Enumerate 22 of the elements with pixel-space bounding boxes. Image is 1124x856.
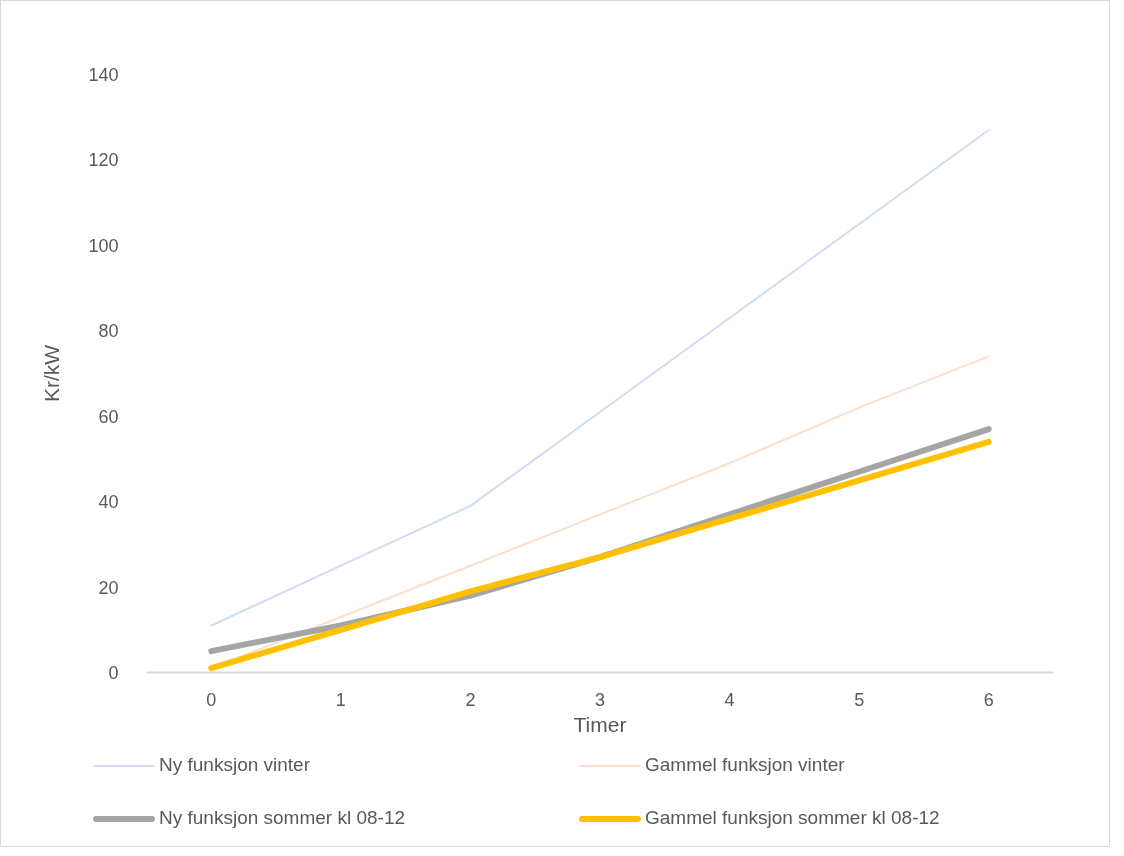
line-series (210, 129, 990, 627)
x-tick-label: 4 (724, 689, 735, 710)
x-tick-label: 2 (465, 689, 476, 710)
x-tick-label: 3 (594, 689, 606, 710)
x-tick-label: 1 (335, 689, 346, 710)
y-tick-label: 120 (88, 150, 119, 171)
x-tick-label: 0 (206, 689, 217, 710)
y-tick-label: 40 (98, 492, 119, 513)
x-tick-label: 5 (854, 689, 865, 710)
y-axis-title: Kr/kW (40, 344, 64, 403)
x-tick-label: 6 (983, 689, 994, 710)
legend-label: Ny funksjon sommer kl 08-12 (159, 807, 406, 828)
y-tick-label: 60 (98, 406, 119, 427)
y-tick-label: 80 (98, 321, 119, 342)
y-tick-label: 100 (88, 235, 119, 256)
legend-label: Ny funksjon vinter (159, 754, 311, 775)
x-axis-title: Timer (573, 712, 627, 736)
legend-label: Gammel funksjon sommer kl 08-12 (645, 807, 940, 828)
legend-label: Gammel funksjon vinter (645, 754, 845, 775)
y-tick-label: 0 (108, 663, 119, 683)
y-tick-label: 20 (98, 577, 119, 598)
y-tick-label: 140 (88, 65, 119, 85)
